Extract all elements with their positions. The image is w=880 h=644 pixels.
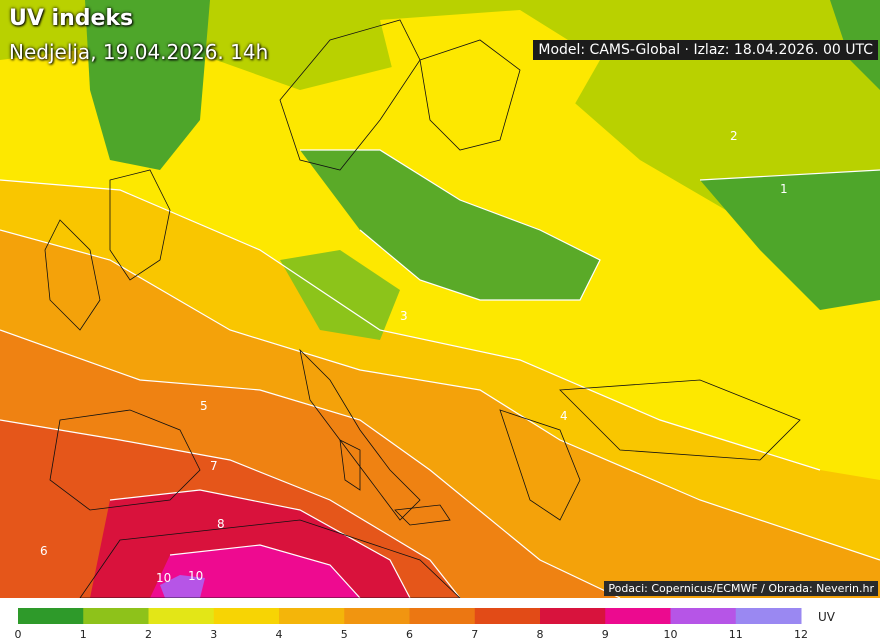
legend-tick-label: 6 (406, 628, 413, 641)
forecast-date: Nedjelja, 19.04.2026. 14h (9, 40, 269, 64)
contour-lines (0, 149, 880, 598)
uv-legend (0, 598, 880, 640)
contour-label: 5 (200, 399, 208, 413)
uv-zone-1-russia (700, 170, 880, 310)
legend-tick-label: 12 (794, 628, 808, 641)
legend-color-step (279, 608, 345, 624)
legend-tick-label: 5 (340, 628, 348, 641)
legend-tick-label: 11 (728, 628, 743, 641)
legend-tick-label: 2 (145, 628, 152, 641)
legend-color-step (670, 608, 737, 624)
legend-color-step (540, 608, 606, 624)
uv-index-map: 1 2 3 4 5 6 7 8 10 10 (0, 0, 880, 598)
legend-tick-label: 3 (210, 628, 218, 641)
legend-color-step (409, 608, 476, 624)
contour-label: 8 (217, 517, 225, 531)
legend-tick-label: 9 (601, 628, 609, 641)
contour-label: 7 (210, 459, 218, 473)
legend-color-step (605, 608, 671, 624)
source-credit: Podaci: Copernicus/ECMWF / Obrada: Never… (604, 581, 878, 596)
legend-unit: UV (818, 610, 835, 624)
uv-zone-1-alps (280, 250, 400, 340)
contour-label: 3 (400, 309, 408, 323)
legend-tick-label: 7 (471, 628, 479, 641)
uv-zone-10 (160, 575, 205, 598)
contour-label: 10 (188, 569, 203, 583)
uv-zone-1-atlantic (85, 0, 210, 170)
legend-tick-label: 1 (79, 628, 87, 641)
legend-color-step (735, 608, 802, 624)
legend-tick-label: 8 (536, 628, 544, 641)
contour-label: 10 (156, 571, 171, 585)
legend-color-step (148, 608, 215, 624)
coastlines (44, 19, 801, 598)
uv-legend-colorbar (18, 608, 802, 624)
legend-tick-label: 0 (14, 628, 22, 641)
map-title: UV indeks (9, 6, 134, 31)
legend-tick-label: 4 (275, 628, 283, 641)
model-info: Model: CAMS-Global · Izlaz: 18.04.2026. … (533, 40, 878, 60)
contour-label: 2 (730, 129, 738, 143)
legend-tick-label: 10 (663, 628, 678, 641)
legend-color-step (474, 608, 541, 624)
contour-label: 1 (780, 182, 788, 196)
legend-color-step (18, 608, 84, 624)
contour-label: 6 (40, 544, 48, 558)
contour-label: 4 (560, 409, 568, 423)
legend-color-step (344, 608, 410, 624)
legend-color-step (213, 608, 280, 624)
legend-color-step (83, 608, 149, 624)
uv-zone-1-baltic (300, 150, 600, 300)
